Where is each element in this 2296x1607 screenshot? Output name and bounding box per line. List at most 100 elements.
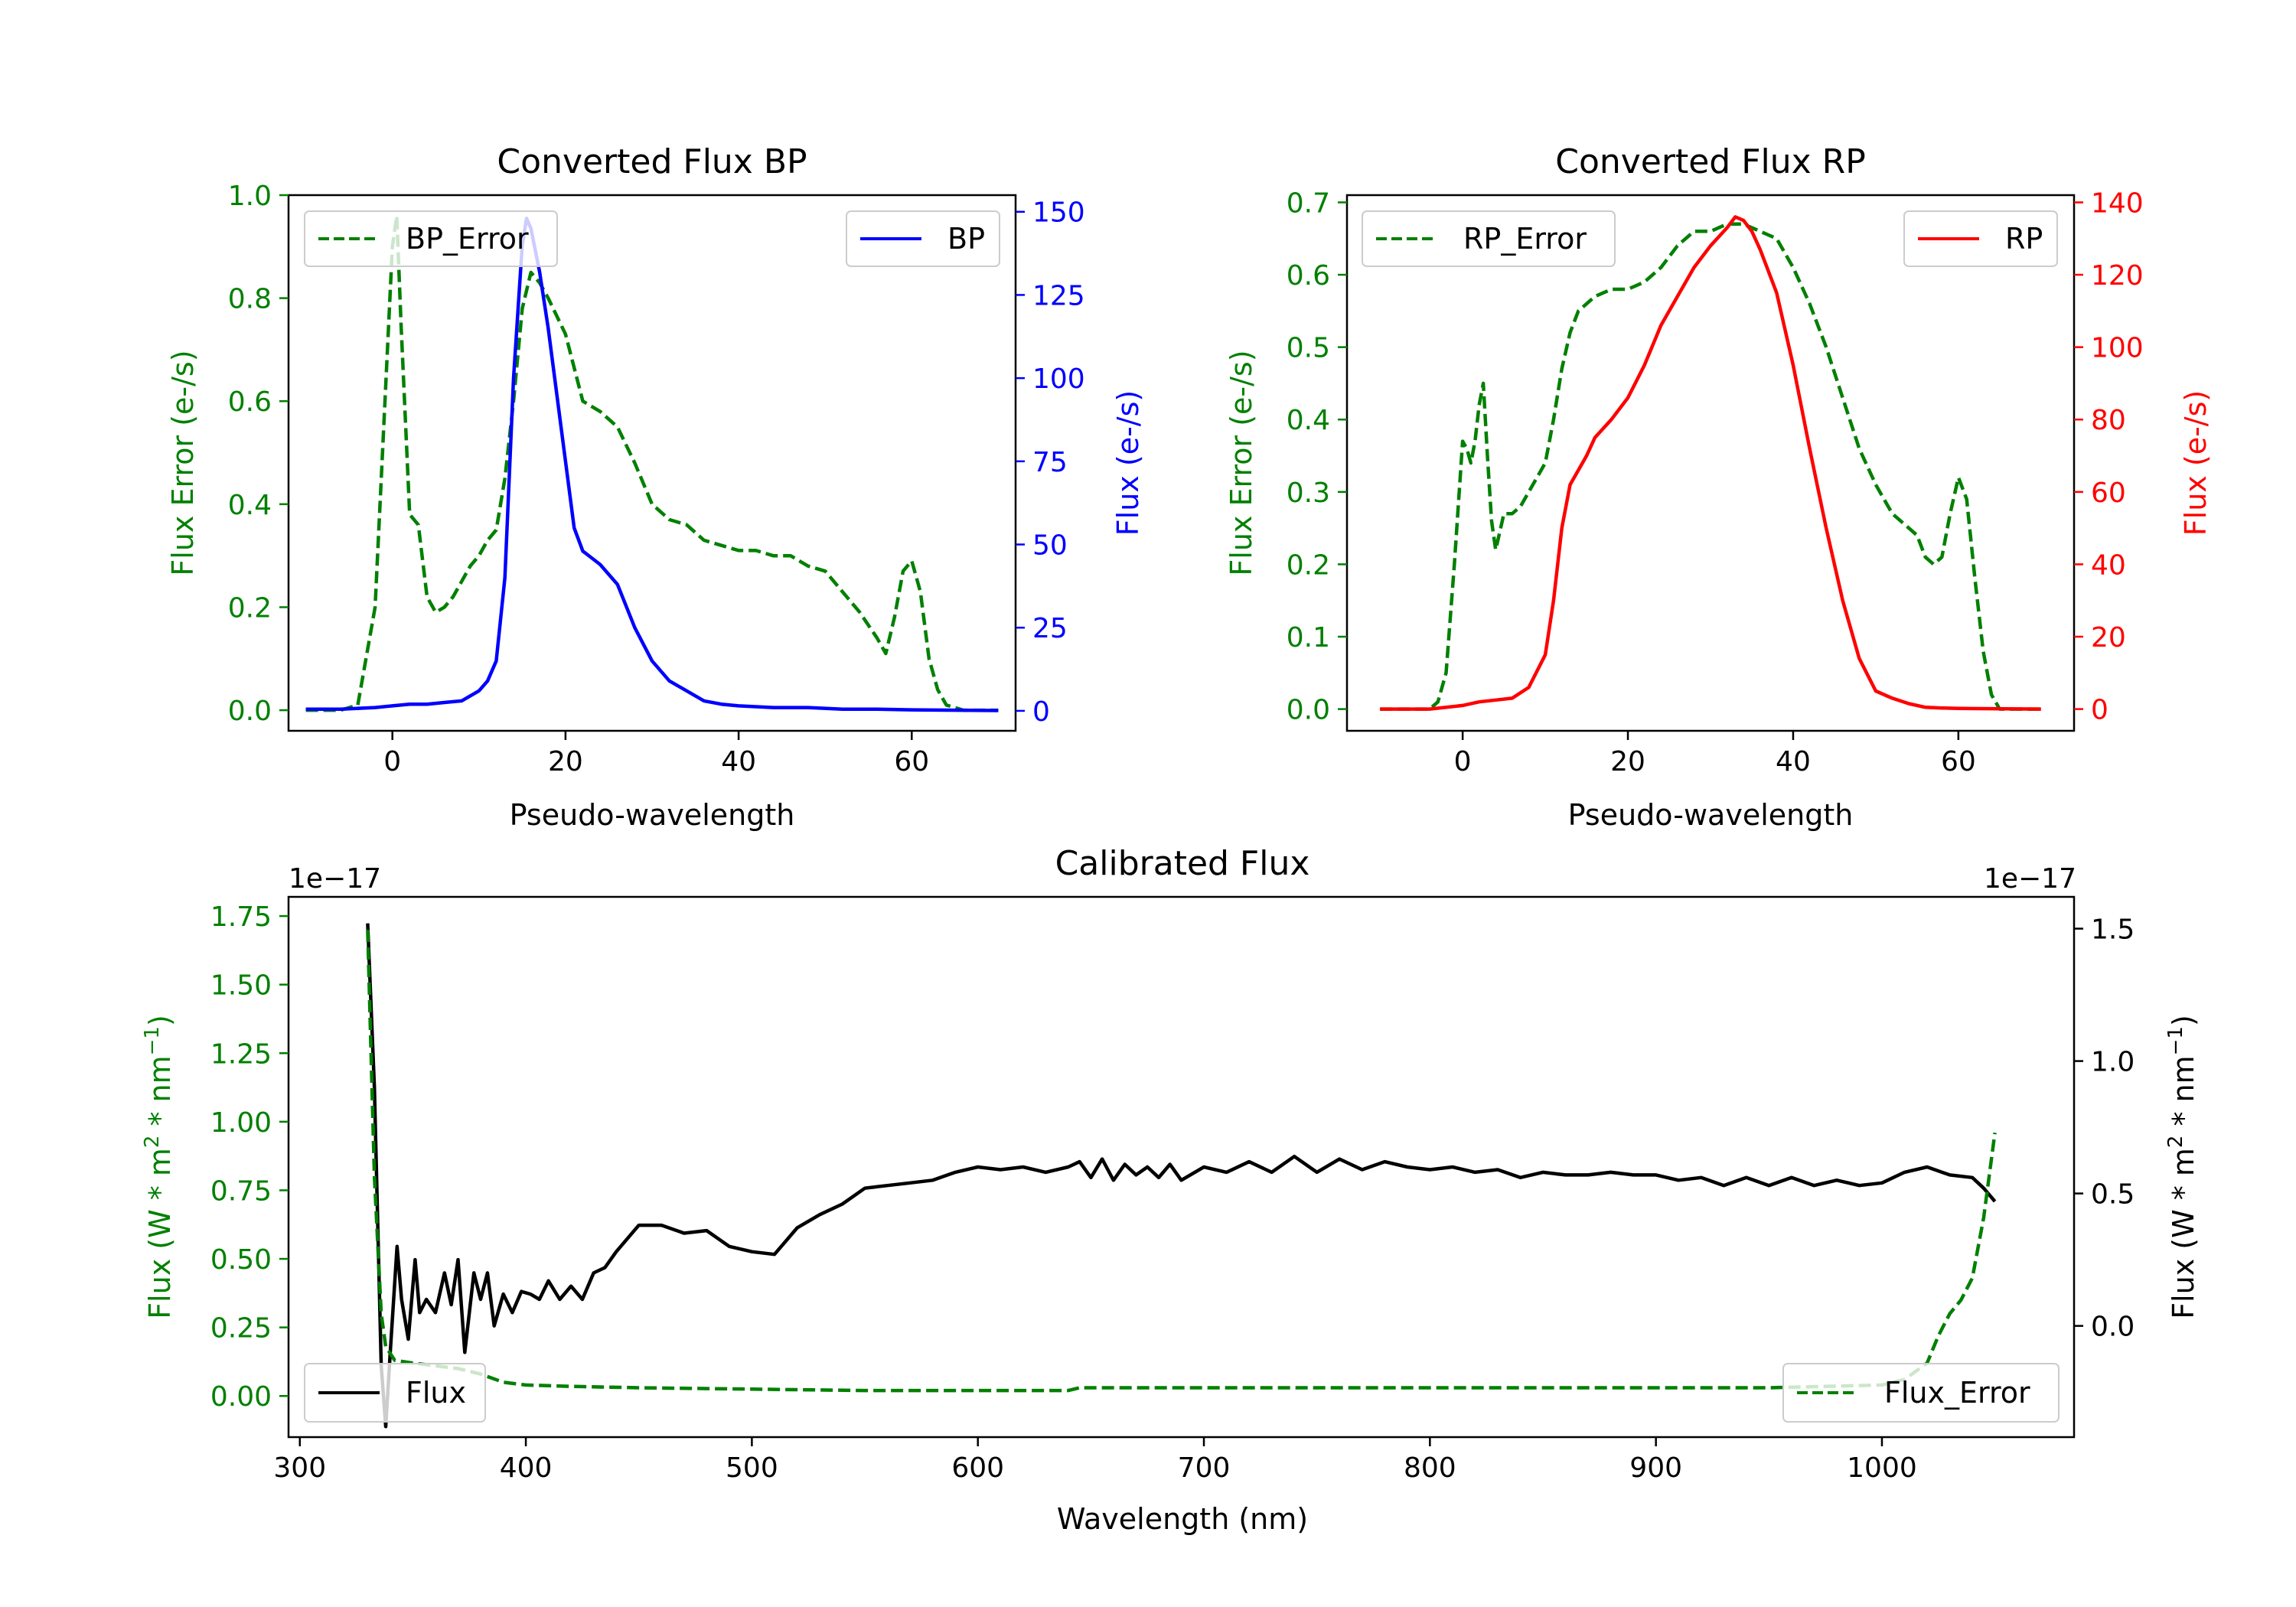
cal-offset-right: 1e−17 (1984, 863, 2076, 895)
bp-legend-right: BP (846, 210, 1000, 267)
bp-xtick-label: 0 (383, 746, 401, 777)
bp-ytick-right-label: 125 (1032, 280, 1085, 311)
cal-ytick-left-label: 1.50 (210, 970, 272, 1002)
bp-series-bp (305, 217, 999, 712)
rp-ytick-right-label: 0 (2091, 695, 2108, 726)
bp-ytick-left-label: 0.8 (228, 284, 272, 315)
rp-ytick-right-label: 100 (2091, 333, 2144, 364)
cal-xtick-label: 800 (1404, 1452, 1456, 1484)
cal-legend-right: Flux_Error (1782, 1363, 2060, 1423)
bp-series-bp-error (305, 214, 999, 712)
rp-series-rp-error (1380, 222, 2041, 711)
cal-xlabel: Wavelength (nm) (1057, 1502, 1308, 1536)
chart-calibrated: Calibrated Flux 1e−17 1e−17 300 400 500 600… (141, 844, 2200, 1536)
rp-ytick-left-label: 0.5 (1287, 333, 1330, 364)
bp-xtick-label: 40 (721, 746, 756, 777)
bp-legend-right-box (846, 210, 1000, 267)
rp-legend-left-label: RP_Error (1463, 222, 1587, 256)
cal-ytick-left-label: 0.25 (210, 1313, 272, 1345)
bp-title: Converted Flux BP (497, 142, 807, 181)
cal-legend-left: Flux (304, 1363, 486, 1423)
rp-xlabel: Pseudo-wavelength (1568, 798, 1854, 832)
rp-legend-right: RP (1903, 210, 2058, 267)
bp-ytick-right-label: 75 (1032, 447, 1068, 478)
bp-ytick-right-label: 150 (1032, 197, 1085, 229)
cal-ylabel-right: Flux (W * m2 * nm−1) (2164, 1015, 2200, 1319)
rp-ytick-left-label: 0.0 (1287, 695, 1330, 726)
chart-bp: Converted Flux BP 0 20 40 60 0.00.20.40.60.… (166, 142, 1145, 832)
cal-xtick-label: 900 (1629, 1452, 1682, 1484)
bp-xtick-label: 60 (894, 746, 929, 777)
cal-yticks-left: 0.00 0.25 0.50 0.75 1.00 1.25 1.50 1.75 (210, 901, 289, 1413)
bp-yticks-left: 0.0 0.2 0.4 0.6 0.8 1.0 (228, 181, 289, 727)
rp-ytick-right-label: 40 (2091, 549, 2126, 581)
bp-legend-left-label: BP_Error (406, 222, 529, 256)
cal-title: Calibrated Flux (1055, 844, 1310, 883)
cal-ytick-left-label: 0.00 (210, 1381, 272, 1413)
rp-legend-right-label: RP (2005, 222, 2043, 256)
cal-xtick-label: 300 (273, 1452, 326, 1484)
rp-yticks-left: 0.0 0.1 0.2 0.3 0.4 0.5 0.6 0.7 (1287, 187, 1347, 726)
bp-ylabel-right: Flux (e-/s) (1111, 390, 1145, 536)
rp-ytick-left-label: 0.7 (1287, 187, 1330, 219)
cal-ytick-right-label: 0.0 (2091, 1312, 2135, 1343)
cal-series-flux (366, 923, 1997, 1429)
rp-ytick-right-label: 60 (2091, 478, 2126, 509)
bp-xticks: 0 20 40 60 (383, 731, 929, 777)
rp-xtick-label: 60 (1941, 746, 1976, 777)
cal-legend-left-label: Flux (406, 1376, 466, 1410)
bp-yticks-right: 0 25 50 75 100 125 150 (1016, 197, 1085, 728)
rp-ytick-left-label: 0.1 (1287, 622, 1330, 654)
rp-plot-lines (1380, 215, 2041, 711)
cal-xtick-label: 1000 (1847, 1452, 1917, 1484)
cal-yticks-right: 0.0 0.5 1.0 1.5 (2074, 914, 2135, 1343)
cal-ytick-right-label: 1.5 (2091, 914, 2135, 946)
rp-xtick-label: 20 (1610, 746, 1645, 777)
rp-legend-right-box (1903, 210, 2058, 267)
bp-legend-left: BP_Error (304, 210, 558, 267)
rp-xticks: 0 20 40 60 (1454, 731, 1976, 777)
bp-axes-frame (287, 194, 1017, 732)
rp-yticks-right: 0 20 40 60 80 100 120 140 (2074, 187, 2144, 726)
rp-ylabel-right: Flux (e-/s) (2179, 390, 2213, 536)
rp-ytick-right-label: 80 (2091, 405, 2126, 436)
bp-ytick-left-label: 1.0 (228, 181, 272, 212)
bp-legend-right-label: BP (947, 222, 985, 256)
rp-ytick-right-label: 20 (2091, 622, 2126, 654)
rp-ytick-left-label: 0.6 (1287, 260, 1330, 292)
rp-ytick-right-label: 120 (2091, 260, 2144, 292)
rp-ylabel-left: Flux Error (e-/s) (1225, 350, 1258, 575)
cal-legend-left-box (304, 1363, 486, 1423)
rp-xtick-label: 40 (1776, 746, 1811, 777)
rp-xtick-label: 0 (1454, 746, 1472, 777)
cal-xtick-label: 600 (951, 1452, 1004, 1484)
rp-title: Converted Flux RP (1555, 142, 1866, 181)
cal-xtick-label: 400 (500, 1452, 553, 1484)
cal-ytick-left-label: 0.75 (210, 1175, 272, 1207)
bp-legend-left-box (304, 210, 558, 267)
cal-ytick-left-label: 1.75 (210, 901, 272, 933)
rp-ytick-left-label: 0.4 (1287, 405, 1330, 436)
bp-plot-lines (305, 214, 999, 712)
rp-series-rp (1380, 215, 2041, 711)
bp-ytick-right-label: 0 (1032, 696, 1050, 728)
bp-ytick-left-label: 0.4 (228, 490, 272, 521)
cal-xtick-label: 500 (726, 1452, 778, 1484)
bp-xtick-label: 20 (548, 746, 583, 777)
cal-ytick-left-label: 1.00 (210, 1107, 272, 1139)
cal-legend-right-label: Flux_Error (1884, 1376, 2030, 1410)
cal-xticks: 300 400 500 600 700 800 900 1000 (273, 1437, 1917, 1484)
cal-legend-right-box (1782, 1363, 2060, 1423)
cal-ytick-right-label: 1.0 (2091, 1047, 2135, 1078)
bp-ytick-left-label: 0.2 (228, 592, 272, 624)
rp-ytick-left-label: 0.2 (1287, 549, 1330, 581)
rp-legend-left: RP_Error (1362, 210, 1616, 267)
cal-xtick-label: 700 (1178, 1452, 1231, 1484)
chart-rp: Converted Flux RP 0 20 40 60 0.00.10.20.30.… (1225, 142, 2213, 832)
cal-ytick-left-label: 1.25 (210, 1038, 272, 1070)
bp-ytick-left-label: 0.6 (228, 386, 272, 418)
rp-ytick-right-label: 140 (2091, 187, 2144, 219)
bp-xlabel: Pseudo-wavelength (510, 798, 795, 832)
